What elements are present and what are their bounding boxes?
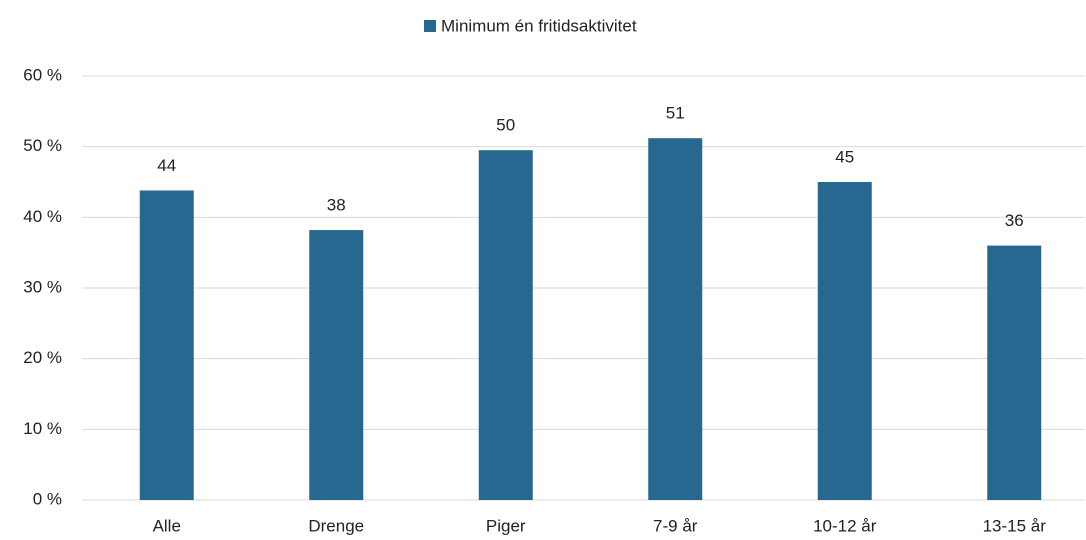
data-label: 44 — [157, 156, 176, 175]
bar — [648, 138, 703, 501]
y-tick-label: 50 % — [23, 136, 62, 155]
y-tick-label: 0 % — [33, 489, 62, 508]
x-tick-label: Drenge — [308, 516, 364, 535]
x-tick-label: 10-12 år — [813, 516, 877, 535]
bar — [478, 150, 533, 500]
legend-label: Minimum én fritidsaktivitet — [441, 16, 637, 35]
bar — [309, 230, 364, 500]
y-tick-label: 60 % — [23, 65, 62, 84]
data-label: 50 — [496, 116, 515, 135]
x-tick-label: 7-9 år — [653, 516, 698, 535]
y-tick-label: 10 % — [23, 419, 62, 438]
bar — [817, 182, 872, 500]
legend-swatch — [424, 20, 436, 32]
data-label: 51 — [666, 104, 685, 123]
x-tick-label: Alle — [153, 516, 181, 535]
y-tick-label: 40 % — [23, 207, 62, 226]
y-tick-label: 30 % — [23, 277, 62, 296]
y-tick-label: 20 % — [23, 348, 62, 367]
x-tick-label: 13-15 år — [983, 516, 1047, 535]
bar — [987, 245, 1042, 500]
data-label: 36 — [1005, 211, 1024, 230]
x-tick-label: Piger — [486, 516, 526, 535]
bar — [139, 190, 194, 501]
data-label: 38 — [327, 196, 346, 215]
data-label: 45 — [835, 147, 854, 166]
